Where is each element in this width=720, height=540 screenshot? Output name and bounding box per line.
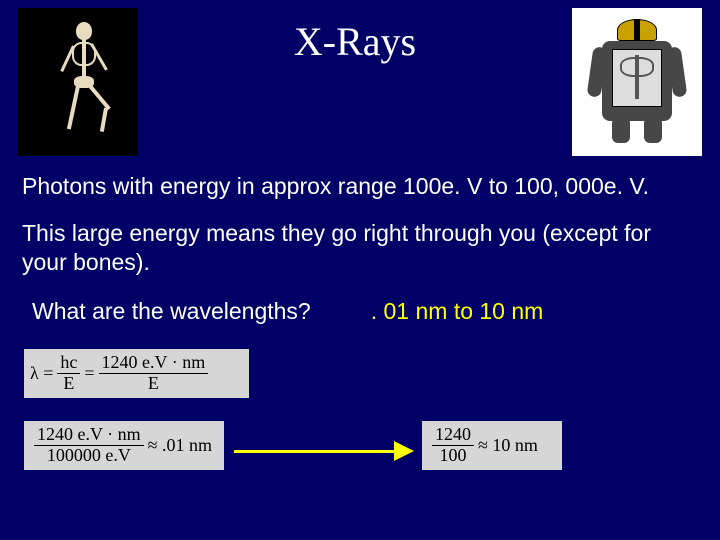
- wavelength-question: What are the wavelengths?: [32, 298, 311, 325]
- formula-lambda: λ = hc E = 1240 e.V · nm E: [24, 349, 249, 398]
- fraction-hc-e: hc E: [57, 353, 80, 394]
- arrow-icon: [234, 441, 414, 461]
- skeleton-icon: [48, 22, 108, 142]
- xray-icon: [582, 17, 692, 147]
- energy-range-text: Photons with energy in approx range 100e…: [22, 172, 698, 201]
- xray-machine-image: [572, 8, 702, 156]
- wavelength-row: What are the wavelengths? . 01 nm to 10 …: [22, 298, 698, 325]
- penetration-text: This large energy means they go right th…: [22, 219, 698, 277]
- formula-low-wavelength: 1240 e.V · nm 100000 e.V ≈ .01 nm: [24, 421, 224, 470]
- fraction-1240-e: 1240 e.V · nm E: [99, 353, 209, 394]
- formula-high-wavelength: 1240 100 ≈ 10 nm: [422, 421, 562, 470]
- fraction-1240-100000: 1240 e.V · nm 100000 e.V: [34, 425, 144, 466]
- body-text: Photons with energy in approx range 100e…: [0, 156, 720, 325]
- fraction-1240-100: 1240 100: [432, 425, 474, 466]
- formula-result-high: ≈ 10 nm: [478, 435, 538, 456]
- formula-result-low: ≈ .01 nm: [148, 435, 212, 456]
- header-row: X-Rays: [0, 0, 720, 156]
- page-title: X-Rays: [294, 18, 416, 65]
- formula-lhs: λ =: [30, 363, 53, 384]
- wavelength-answer: . 01 nm to 10 nm: [371, 298, 544, 325]
- formula-area: λ = hc E = 1240 e.V · nm E 1240 e.V · nm…: [24, 349, 720, 509]
- skeleton-image: [18, 8, 138, 156]
- formula-eq: =: [84, 363, 94, 384]
